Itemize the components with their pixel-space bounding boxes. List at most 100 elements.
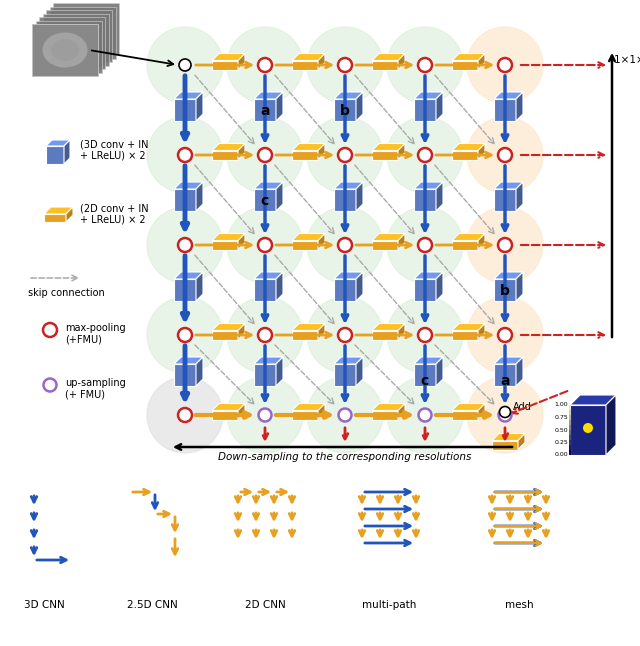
Circle shape [259, 408, 271, 421]
Polygon shape [494, 99, 516, 121]
Polygon shape [606, 395, 616, 455]
Polygon shape [372, 233, 405, 240]
Polygon shape [569, 420, 571, 425]
Circle shape [147, 117, 223, 193]
Polygon shape [494, 357, 523, 364]
Circle shape [258, 238, 272, 252]
Circle shape [498, 238, 512, 252]
Polygon shape [436, 182, 443, 211]
Polygon shape [569, 435, 571, 440]
Polygon shape [196, 272, 203, 301]
Polygon shape [212, 324, 245, 331]
Circle shape [258, 328, 272, 342]
Polygon shape [436, 272, 443, 301]
Polygon shape [196, 357, 203, 386]
Polygon shape [569, 425, 571, 430]
Circle shape [467, 377, 543, 453]
Polygon shape [318, 404, 325, 419]
Polygon shape [494, 182, 523, 189]
Polygon shape [254, 182, 283, 189]
Text: 2D CNN: 2D CNN [244, 600, 285, 610]
Polygon shape [32, 24, 98, 76]
Polygon shape [196, 182, 203, 211]
Text: 0.25: 0.25 [554, 440, 568, 445]
Text: Add: Add [513, 402, 532, 412]
Circle shape [178, 238, 192, 252]
Polygon shape [44, 207, 73, 214]
Polygon shape [174, 189, 196, 211]
Text: skip connection: skip connection [28, 288, 105, 298]
Polygon shape [46, 10, 112, 62]
Polygon shape [212, 233, 245, 240]
Polygon shape [452, 410, 478, 419]
Text: c: c [260, 194, 268, 208]
Polygon shape [292, 54, 325, 61]
Polygon shape [292, 233, 325, 240]
Polygon shape [334, 182, 363, 189]
Polygon shape [254, 364, 276, 386]
Polygon shape [49, 6, 115, 59]
Polygon shape [569, 445, 571, 450]
Circle shape [387, 27, 463, 103]
Polygon shape [414, 279, 436, 301]
Circle shape [227, 207, 303, 283]
Text: 0.75: 0.75 [554, 415, 568, 420]
Polygon shape [318, 233, 325, 249]
Circle shape [43, 323, 57, 337]
Circle shape [387, 377, 463, 453]
Polygon shape [398, 324, 405, 340]
Circle shape [338, 58, 352, 72]
Circle shape [467, 27, 543, 103]
Circle shape [179, 59, 191, 71]
Circle shape [307, 297, 383, 373]
Polygon shape [398, 54, 405, 70]
Polygon shape [276, 182, 283, 211]
Polygon shape [494, 279, 516, 301]
Polygon shape [356, 182, 363, 211]
Polygon shape [398, 143, 405, 160]
Circle shape [147, 27, 223, 103]
Polygon shape [372, 404, 405, 410]
Circle shape [499, 408, 511, 421]
Text: Down-sampling to the corresponding resolutions: Down-sampling to the corresponding resol… [218, 452, 472, 462]
Polygon shape [372, 240, 398, 249]
Circle shape [44, 379, 56, 391]
Polygon shape [569, 440, 571, 445]
Text: 1.00: 1.00 [554, 402, 568, 408]
Polygon shape [334, 99, 356, 121]
Polygon shape [516, 92, 523, 121]
Polygon shape [212, 240, 238, 249]
Polygon shape [570, 395, 616, 405]
Polygon shape [292, 240, 318, 249]
Polygon shape [292, 61, 318, 70]
Polygon shape [238, 54, 245, 70]
Circle shape [583, 423, 593, 433]
Polygon shape [174, 92, 203, 99]
Polygon shape [372, 143, 405, 151]
Polygon shape [569, 450, 571, 455]
Polygon shape [238, 404, 245, 419]
Text: up-sampling
(+ FMU): up-sampling (+ FMU) [65, 378, 125, 400]
Circle shape [178, 408, 192, 422]
Polygon shape [569, 405, 571, 410]
Polygon shape [452, 404, 485, 410]
Polygon shape [570, 405, 606, 455]
Polygon shape [292, 151, 318, 160]
Circle shape [387, 207, 463, 283]
Polygon shape [452, 324, 485, 331]
Text: (2D conv + IN
+ LReLU) × 2: (2D conv + IN + LReLU) × 2 [80, 203, 148, 225]
Polygon shape [254, 272, 283, 279]
Circle shape [467, 297, 543, 373]
Polygon shape [518, 433, 525, 450]
Polygon shape [254, 99, 276, 121]
Polygon shape [494, 364, 516, 386]
Polygon shape [174, 182, 203, 189]
Polygon shape [292, 410, 318, 419]
Polygon shape [238, 233, 245, 249]
Polygon shape [254, 357, 283, 364]
Circle shape [418, 58, 432, 72]
Circle shape [307, 27, 383, 103]
Text: a: a [260, 104, 269, 118]
Polygon shape [414, 364, 436, 386]
Circle shape [307, 377, 383, 453]
